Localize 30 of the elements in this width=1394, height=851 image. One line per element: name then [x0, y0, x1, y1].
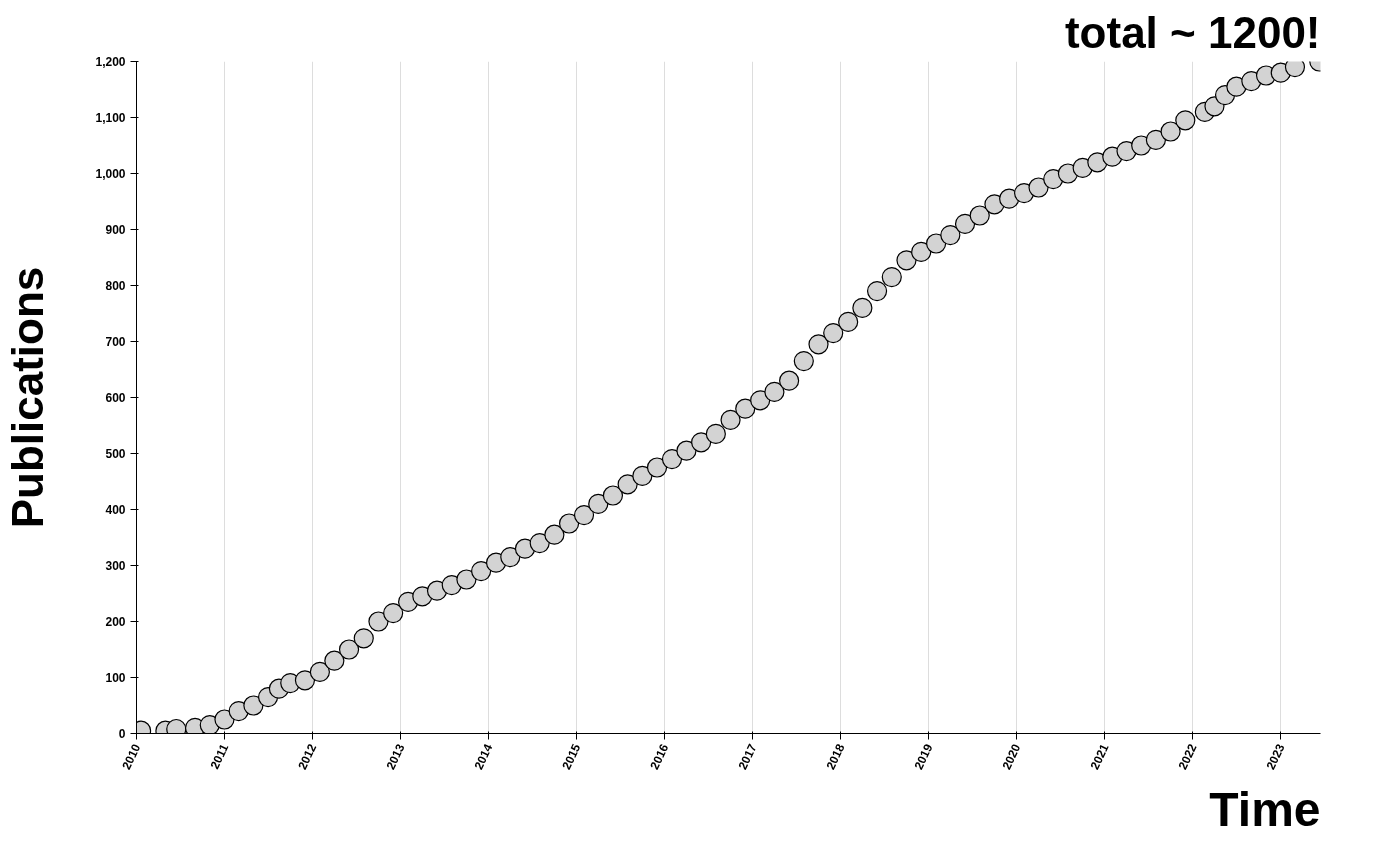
y-tick-label: 500	[105, 447, 126, 461]
y-tick-label: 1,000	[95, 167, 126, 181]
x-axis-title: Time	[1209, 782, 1321, 836]
y-axis-title: Publications	[3, 266, 53, 529]
y-tick-label: 100	[105, 671, 126, 685]
x-tick-label: 2020	[999, 741, 1024, 772]
x-tick-label: 2010	[119, 741, 144, 772]
y-tick-label: 800	[105, 279, 126, 293]
x-tick-label: 2023	[1263, 741, 1288, 772]
y-tick-label: 0	[118, 727, 126, 741]
y-tick-label: 200	[105, 615, 126, 629]
y-tick-label: 400	[105, 503, 126, 517]
x-tick-label: 2018	[823, 741, 848, 772]
x-tick-label: 2014	[471, 741, 496, 772]
y-tick-label: 900	[105, 223, 126, 237]
x-tick-label: 2015	[559, 741, 584, 772]
x-tick-label: 2021	[1087, 741, 1112, 772]
x-tick-label: 2019	[911, 741, 936, 772]
x-tick-label: 2016	[647, 741, 672, 772]
x-tick-label: 2012	[295, 741, 320, 772]
chart-title: total ~ 1200!	[1064, 7, 1321, 57]
x-tick-label: 2017	[735, 741, 760, 772]
y-tick-label: 600	[105, 391, 126, 405]
x-tick-label: 2022	[1175, 741, 1200, 772]
y-tick-label: 1,100	[95, 111, 126, 125]
y-tick-label: 300	[105, 559, 126, 573]
y-tick-label: 700	[105, 335, 126, 349]
x-tick-label: 2013	[383, 741, 408, 772]
y-tick-label: 1,200	[95, 55, 126, 69]
x-tick-label: 2011	[207, 741, 232, 772]
